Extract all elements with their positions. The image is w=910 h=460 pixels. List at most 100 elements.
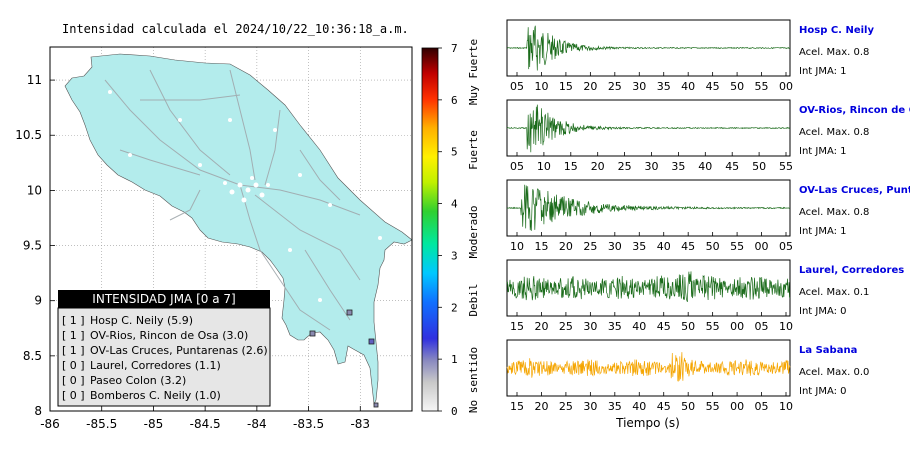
- waveform-tick-label: 15: [510, 400, 524, 413]
- waveform-tick-label: 15: [564, 160, 578, 173]
- town-markers: [108, 90, 382, 302]
- station-acel: Acel. Max. 0.8: [799, 207, 869, 218]
- legend-item-level: [ 0 ]: [62, 374, 85, 387]
- station-name: OV-Rios, Rincon de Os: [799, 105, 910, 116]
- map-y-tick-label: 9.5: [23, 239, 42, 253]
- colorbar-tick-label: 7: [451, 42, 458, 55]
- station-marker: [309, 330, 316, 337]
- station-name: La Sabana: [799, 345, 857, 356]
- map-x-tick-label: -84.5: [190, 417, 221, 431]
- waveform-tick-label: 10: [537, 160, 551, 173]
- waveform-tick-label: 20: [534, 400, 548, 413]
- station-int: Int JMA: 1: [799, 146, 847, 157]
- legend-item-level: [ 0 ]: [62, 359, 85, 372]
- waveform-trace: [506, 25, 791, 71]
- time-axis-label: Tiempo (s): [615, 416, 680, 430]
- colorbar-tick-label: 5: [451, 146, 458, 159]
- map-y-tick-label: 10.5: [15, 128, 42, 142]
- waveform-tick-label: 40: [632, 320, 646, 333]
- waveform-tick-label: 45: [681, 240, 695, 253]
- colorbar-tick-label: 6: [451, 94, 458, 107]
- waveform-tick-label: 50: [681, 320, 695, 333]
- map-y-tick-label: 8: [34, 404, 42, 418]
- legend-box: [57, 307, 271, 407]
- waveform-tick-label: 45: [725, 160, 739, 173]
- colorbar-category: Muy Fuerte: [467, 39, 480, 105]
- legend-header: [58, 290, 270, 308]
- legend-item-name: Paseo Colon (3.2): [90, 374, 186, 387]
- map-x-tick-label: -84: [247, 417, 267, 431]
- waveform-tick-label: 20: [591, 160, 605, 173]
- waveform-tick-label: 50: [681, 400, 695, 413]
- waveform-tick-label: 40: [698, 160, 712, 173]
- waveform-tick-label: 10: [779, 400, 793, 413]
- waveform-tick-label: 30: [645, 160, 659, 173]
- colorbar-category: Moderado: [467, 206, 480, 259]
- waveform-tick-label: 15: [559, 80, 573, 93]
- station-acel: Acel. Max. 0.8: [799, 47, 869, 58]
- map-x-tick-label: -83: [350, 417, 370, 431]
- waveform-tick-label: 00: [730, 320, 744, 333]
- station-markers: [309, 309, 379, 408]
- waveform-panel: 05 10 15 20 25 30 35 40 45 50 55 OV-Rios, Rincon de…: [506, 99, 910, 173]
- waveform-tick-label: 05: [779, 240, 793, 253]
- legend-item-name: OV-Rios, Rincon de Osa (3.0): [90, 329, 248, 342]
- map-y-tick-label: 8.5: [23, 349, 42, 363]
- waveform-tick-label: 20: [583, 80, 597, 93]
- waveform-tick-label: 35: [671, 160, 685, 173]
- waveform-tick-label: 35: [632, 240, 646, 253]
- station-name: OV-Las Cruces, Puntar: [799, 185, 910, 196]
- intensity-map: -86 -85.5 -85 -84.5 -84 -83.5 -83 8 8.5 9 9.5 10 10.…: [15, 46, 413, 431]
- waveform-trace: [506, 184, 791, 231]
- waveform-tick-label: 35: [608, 320, 622, 333]
- waveform-tick-label: 25: [618, 160, 632, 173]
- map-y-tick-label: 11: [27, 73, 42, 87]
- colorbar-tick-label: 4: [451, 198, 458, 211]
- waveform-tick-label: 10: [534, 80, 548, 93]
- waveform-tick-label: 30: [583, 320, 597, 333]
- waveform-panels: 05 10 15 20 25 30 35 40 45 50 55 00 Hosp C. Neily Ace…: [506, 19, 910, 413]
- legend-items: [ 1 ] Hosp C. Neily (5.9) [ 1 ] OV-Rios, Ri…: [62, 314, 268, 402]
- station-name: Hosp C. Neily: [799, 25, 874, 36]
- waveform-tick-label: 30: [608, 240, 622, 253]
- legend-item-level: [ 1 ]: [62, 314, 85, 327]
- waveform-tick-label: 00: [779, 80, 793, 93]
- waveform-tick-label: 15: [510, 320, 524, 333]
- station-marker: [346, 309, 353, 316]
- map-title: Intensidad calculada el 2024/10/22_10:36…: [62, 22, 409, 36]
- colorbar-gradient: [421, 47, 439, 412]
- waveform-tick-label: 20: [534, 320, 548, 333]
- map-y-tick-label: 10: [27, 183, 42, 197]
- colorbar-category: No sentido: [467, 347, 480, 413]
- waveform-trace: [506, 271, 791, 303]
- waveform-tick-label: 40: [681, 80, 695, 93]
- legend-item-level: [ 0 ]: [62, 389, 85, 402]
- colorbar-tick-label: 2: [451, 301, 458, 314]
- station-name: Laurel, Corredores: [799, 265, 904, 276]
- map-x-tick-label: -86: [40, 417, 60, 431]
- waveform-tick-label: 50: [752, 160, 766, 173]
- legend-item-level: [ 1 ]: [62, 329, 85, 342]
- station-marker: [373, 402, 379, 408]
- costa-rica-land: [64, 53, 413, 406]
- station-int: Int JMA: 0: [799, 386, 847, 397]
- station-int: Int JMA: 0: [799, 306, 847, 317]
- waveform-tick-label: 05: [755, 400, 769, 413]
- waveform-panel: 15 20 25 30 35 40 45 50 55 00 05 10 La Sabana Acel. M…: [506, 339, 869, 413]
- waveform-tick-label: 25: [608, 80, 622, 93]
- station-marker: [368, 338, 375, 345]
- waveform-tick-label: 45: [657, 400, 671, 413]
- waveform-tick-label: 00: [730, 400, 744, 413]
- waveform-tick-label: 50: [706, 240, 720, 253]
- waveform-panel: 05 10 15 20 25 30 35 40 45 50 55 00 Hosp C. Neily Ace…: [506, 19, 874, 93]
- map-x-tick-label: -85: [144, 417, 164, 431]
- colorbar-ticks: 0 1 2 3 4 5 6 7: [438, 42, 458, 418]
- station-acel: Acel. Max. 0.1: [799, 287, 869, 298]
- waveform-panel: 10 15 20 25 30 35 40 45 50 55 00 05 OV-Las Cruces, P…: [506, 179, 910, 253]
- waveform-trace: [506, 352, 791, 382]
- waveform-tick-label: 00: [755, 240, 769, 253]
- intensity-legend: INTENSIDAD JMA [0 a 7] [ 1 ] Hosp C. Neil…: [57, 290, 271, 407]
- station-acel: Acel. Max. 0.8: [799, 127, 869, 138]
- station-int: Int JMA: 1: [799, 66, 847, 77]
